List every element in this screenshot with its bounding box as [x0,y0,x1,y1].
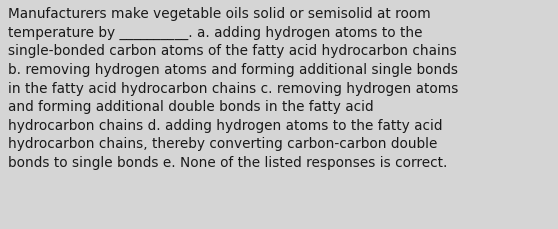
Text: Manufacturers make vegetable oils solid or semisolid at room
temperature by ____: Manufacturers make vegetable oils solid … [8,7,459,169]
